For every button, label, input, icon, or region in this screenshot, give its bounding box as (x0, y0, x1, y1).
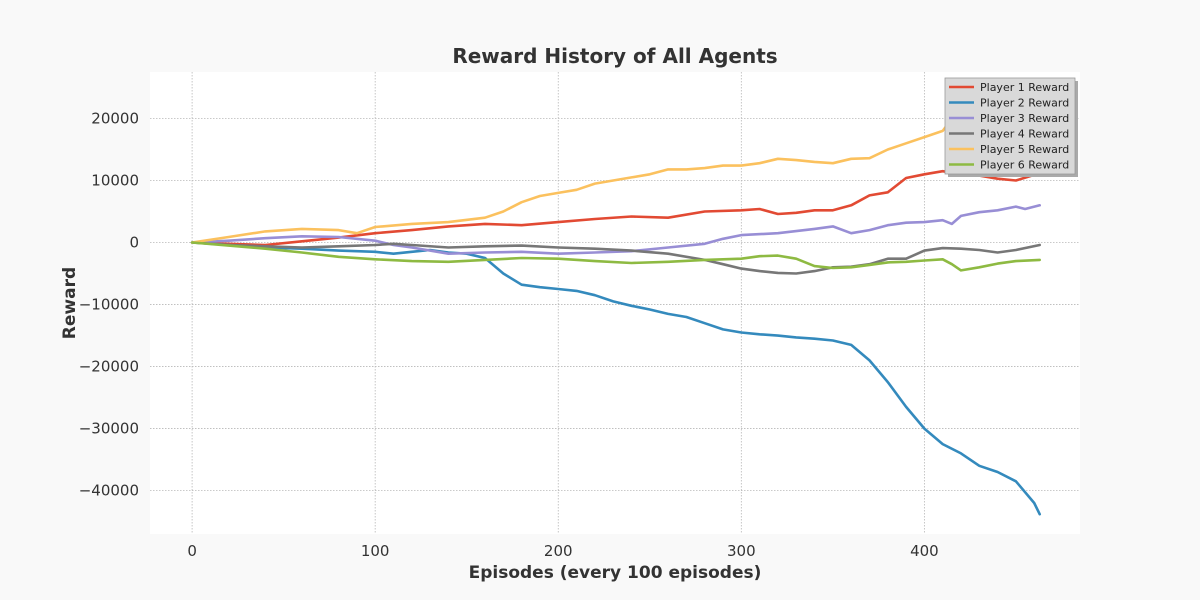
x-tick-label: 300 (727, 542, 756, 560)
x-tick-label: 400 (910, 542, 939, 560)
x-tick-label: 100 (361, 542, 390, 560)
y-tick-label: 0 (129, 234, 139, 252)
x-tick-label: 0 (187, 542, 197, 560)
y-tick-label: 20000 (91, 110, 139, 128)
y-tick-label: −10000 (79, 296, 139, 314)
legend-label: Player 5 Reward (980, 143, 1069, 156)
series-line-player-4 (190, 241, 1041, 275)
legend-entries: Player 1 Reward Player 2 Reward Player 3 R… (949, 81, 1069, 172)
y-tick-labels: −40000 −30000 −20000 −10000 0 10000 20000 (79, 110, 139, 500)
y-tick-label: −30000 (79, 420, 139, 438)
legend-label: Player 2 Reward (980, 97, 1069, 110)
y-tick-label: 10000 (91, 172, 139, 190)
legend-box (944, 77, 1076, 175)
series-lines (190, 117, 1041, 516)
legend-label: Player 1 Reward (980, 81, 1069, 94)
legend-label: Player 3 Reward (980, 112, 1069, 125)
series-line-player-6 (190, 241, 1041, 272)
series-line-player-2 (190, 241, 1041, 516)
x-axis-label: Episodes (every 100 episodes) (469, 563, 762, 583)
chart-title: Reward History of All Agents (452, 44, 777, 68)
legend: Player 1 Reward Player 2 Reward Player 3 R… (944, 77, 1078, 177)
y-tick-label: −20000 (79, 358, 139, 376)
x-tick-labels: 0 100 200 300 400 (187, 542, 938, 560)
series-line-player-5 (190, 117, 954, 244)
legend-label: Player 4 Reward (980, 128, 1069, 141)
series-line-player-3 (190, 204, 1041, 255)
legend-label: Player 6 Reward (980, 159, 1069, 172)
y-axis-label: Reward (60, 267, 80, 339)
y-tick-label: −40000 (79, 482, 139, 500)
x-tick-label: 200 (544, 542, 573, 560)
